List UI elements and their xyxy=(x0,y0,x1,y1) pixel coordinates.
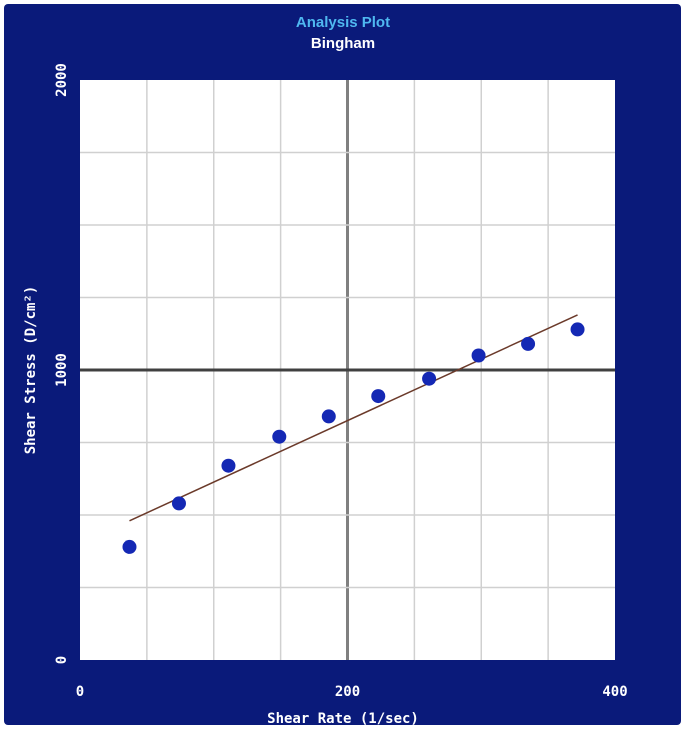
chart-title: Analysis Plot xyxy=(296,14,390,31)
grid-lines xyxy=(80,80,615,660)
x-axis-label: Shear Rate (1/sec) xyxy=(267,711,419,727)
data-point xyxy=(471,348,486,363)
data-point xyxy=(321,409,336,424)
y-tick-label: 2000 xyxy=(54,63,70,97)
x-tick-label: 400 xyxy=(602,684,627,700)
data-point xyxy=(521,336,536,351)
x-tick-label: 0 xyxy=(76,684,84,700)
data-point xyxy=(422,371,437,386)
data-point xyxy=(570,322,585,337)
x-tick-label: 200 xyxy=(335,684,360,700)
data-point xyxy=(272,429,287,444)
chart-subtitle: Bingham xyxy=(311,35,375,52)
data-point xyxy=(221,458,236,473)
fit-line-group xyxy=(129,314,578,522)
tick-labels: 0 200 400 0 1000 2000 xyxy=(54,63,628,700)
y-axis-label: Shear Stress (D/cm²) xyxy=(23,286,39,455)
y-tick-label: 1000 xyxy=(54,353,70,387)
fit-line xyxy=(129,314,578,522)
data-point xyxy=(371,389,386,404)
y-tick-label: 0 xyxy=(54,656,70,664)
data-points xyxy=(122,322,585,554)
data-point xyxy=(171,496,186,511)
data-point xyxy=(122,539,137,554)
